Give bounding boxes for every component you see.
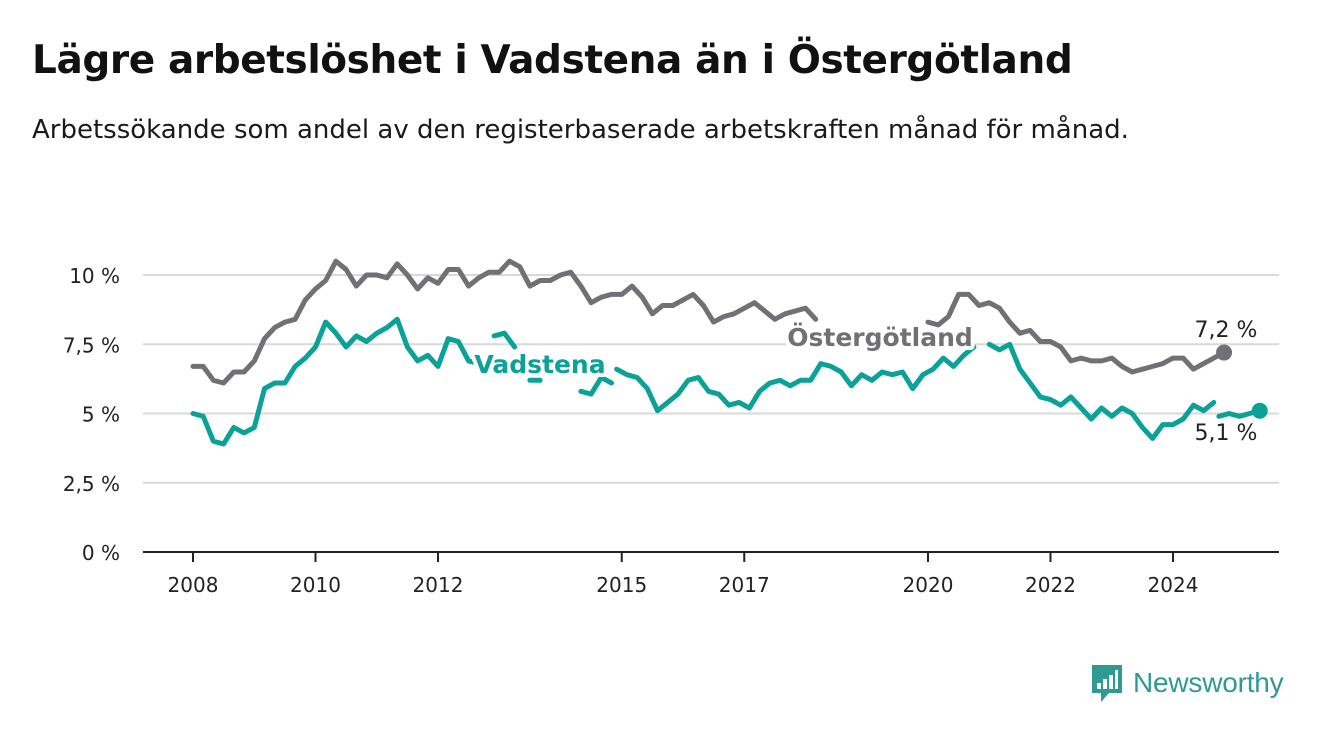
end-markers [1216,344,1268,419]
chart-title: Lägre arbetslöshet i Vadstena än i Öster… [32,38,1073,83]
x-tick-label: 2020 [903,573,954,597]
brand-name: Newsworthy [1133,667,1284,698]
x-tick-label: 2012 [413,573,464,597]
brand-logo: Newsworthy [1089,662,1284,704]
series-line-vadstena [190,316,1263,447]
series-label-ostergotland: Östergötland [787,322,973,352]
y-tick-label: 5 % [82,403,120,427]
chart-subtitle: Arbetssökande som andel av den registerb… [32,115,1129,145]
x-tick-label: 2015 [596,573,647,597]
end-label-ostergotland: 7,2 % [1195,318,1258,343]
series-lines [190,258,1263,447]
series-labels: Östergötland Vadstena [470,318,976,383]
newsworthy-logo-icon [1092,665,1122,702]
y-axis-labels: 0 % 2,5 % 5 % 7,5 % 10 % [63,264,120,565]
end-label-vadstena: 5,1 % [1195,421,1258,446]
x-tick-label: 2024 [1148,573,1199,597]
x-tick-label: 2017 [719,573,770,597]
x-axis: 2008 2010 2012 2015 2017 2020 2022 2024 [168,552,1199,597]
y-tick-label: 0 % [82,541,120,565]
series-label-vadstena: Vadstena [474,350,605,379]
y-tick-label: 10 % [69,264,120,288]
end-marker-vadstena [1251,402,1268,419]
gridlines [143,274,1279,484]
x-tick-label: 2010 [290,573,341,597]
y-tick-label: 7,5 % [63,333,120,357]
x-tick-label: 2008 [168,573,219,597]
x-tick-label: 2022 [1025,573,1076,597]
end-marker-ostergotland [1216,344,1233,361]
y-tick-label: 2,5 % [63,472,120,496]
series-line-ostergotland [190,258,1227,386]
